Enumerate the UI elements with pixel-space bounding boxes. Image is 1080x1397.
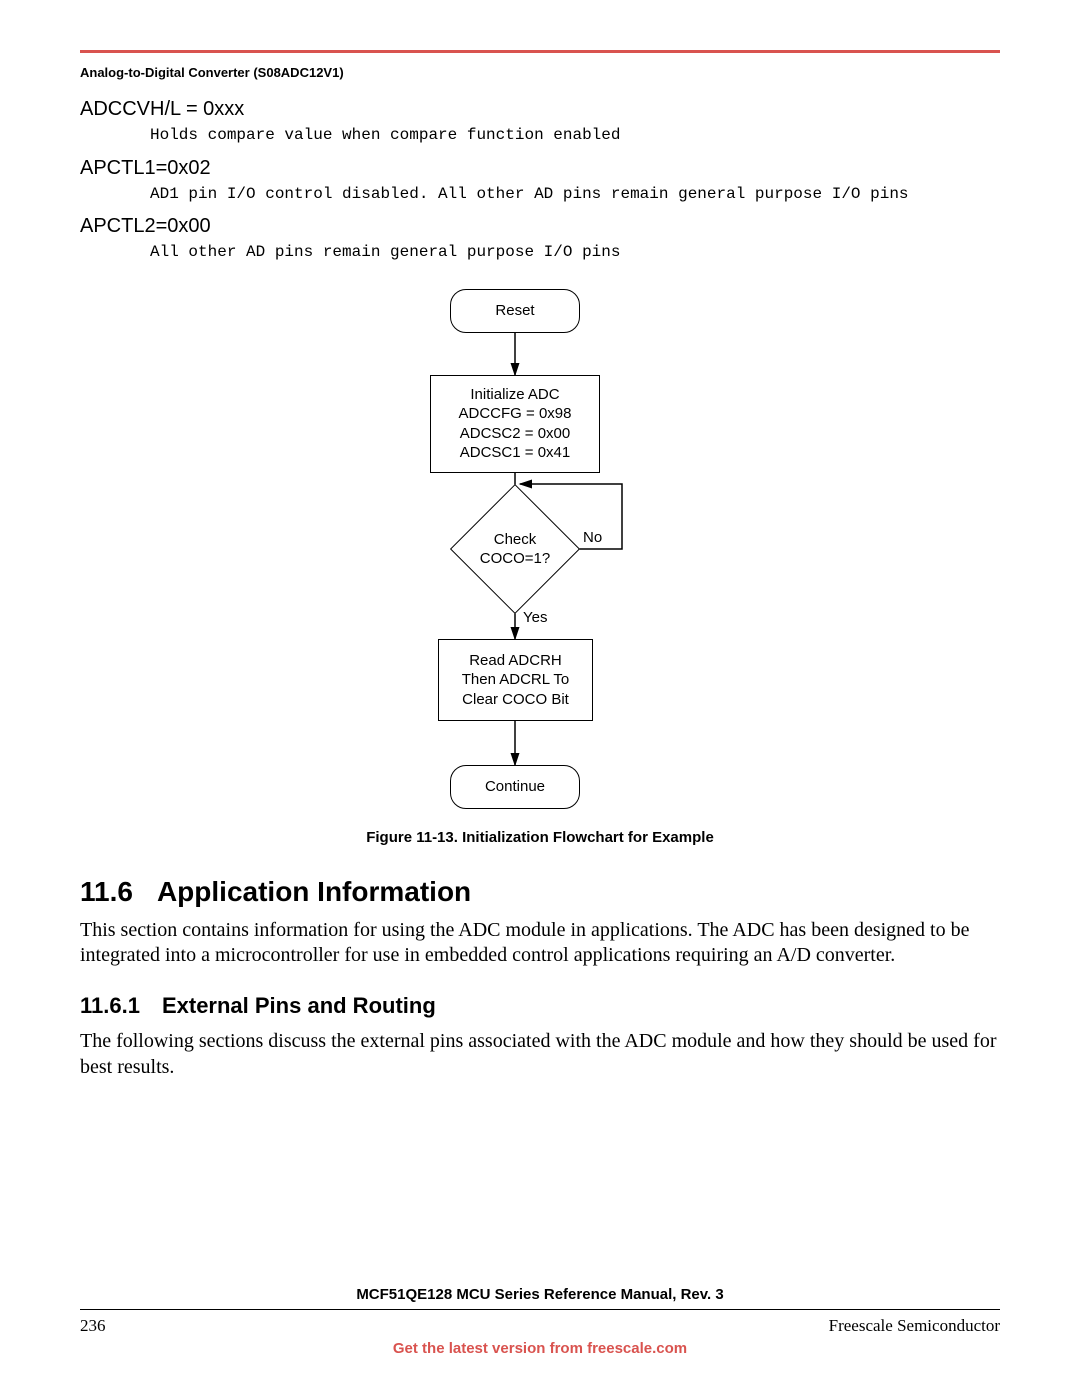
flowchart-edge-label: Yes — [523, 609, 547, 626]
flowchart-node-continue: Continue — [450, 765, 580, 809]
flowchart-node-reset: Reset — [450, 289, 580, 333]
header-rule — [80, 50, 1000, 53]
reg-name: APCTL1=0x02 — [80, 157, 1000, 180]
register-block-1: APCTL1=0x02 AD1 pin I/O control disabled… — [80, 157, 1000, 206]
section-title: Application Information — [157, 876, 471, 907]
footer-link[interactable]: Get the latest version from freescale.co… — [80, 1340, 1000, 1357]
reg-name: APCTL2=0x00 — [80, 215, 1000, 238]
flowchart-edge-label: No — [583, 529, 602, 546]
reg-desc: AD1 pin I/O control disabled. All other … — [150, 184, 1000, 206]
footer-doc-title: MCF51QE128 MCU Series Reference Manual, … — [80, 1286, 1000, 1303]
section-number: 11.6 — [80, 876, 133, 907]
section-body-11-6: This section contains information for us… — [80, 918, 1000, 969]
flowchart: Yes No Reset Initialize ADCADCCFG = 0x98ADC… — [390, 289, 690, 819]
reg-desc: All other AD pins remain general purpose… — [150, 242, 1000, 264]
section-heading-11-6-1: 11.6.1 External Pins and Routing — [80, 993, 1000, 1019]
flowchart-node-read: Read ADCRHThen ADCRL ToClear COCO Bit — [438, 639, 593, 721]
reg-name: ADCCVH/L = 0xxx — [80, 98, 1000, 121]
footer-rule — [80, 1309, 1000, 1311]
chapter-header: Analog-to-Digital Converter (S08ADC12V1) — [80, 65, 1000, 80]
page-number: 236 — [80, 1316, 106, 1336]
section-number: 11.6.1 — [80, 993, 140, 1018]
register-block-0: ADCCVH/L = 0xxx Holds compare value when… — [80, 98, 1000, 147]
reg-desc: Holds compare value when compare functio… — [150, 125, 1000, 147]
section-body-11-6-1: The following sections discuss the exter… — [80, 1029, 1000, 1080]
section-title: External Pins and Routing — [162, 993, 436, 1018]
figure-caption: Figure 11-13. Initialization Flowchart f… — [80, 829, 1000, 846]
page-footer: MCF51QE128 MCU Series Reference Manual, … — [80, 1286, 1000, 1358]
register-block-2: APCTL2=0x00 All other AD pins remain gen… — [80, 215, 1000, 264]
flowchart-container: Yes No Reset Initialize ADCADCCFG = 0x98ADC… — [80, 289, 1000, 819]
flowchart-node-init: Initialize ADCADCCFG = 0x98ADCSC2 = 0x00… — [430, 375, 600, 473]
footer-vendor: Freescale Semiconductor — [829, 1316, 1000, 1336]
section-heading-11-6: 11.6 Application Information — [80, 876, 1000, 908]
